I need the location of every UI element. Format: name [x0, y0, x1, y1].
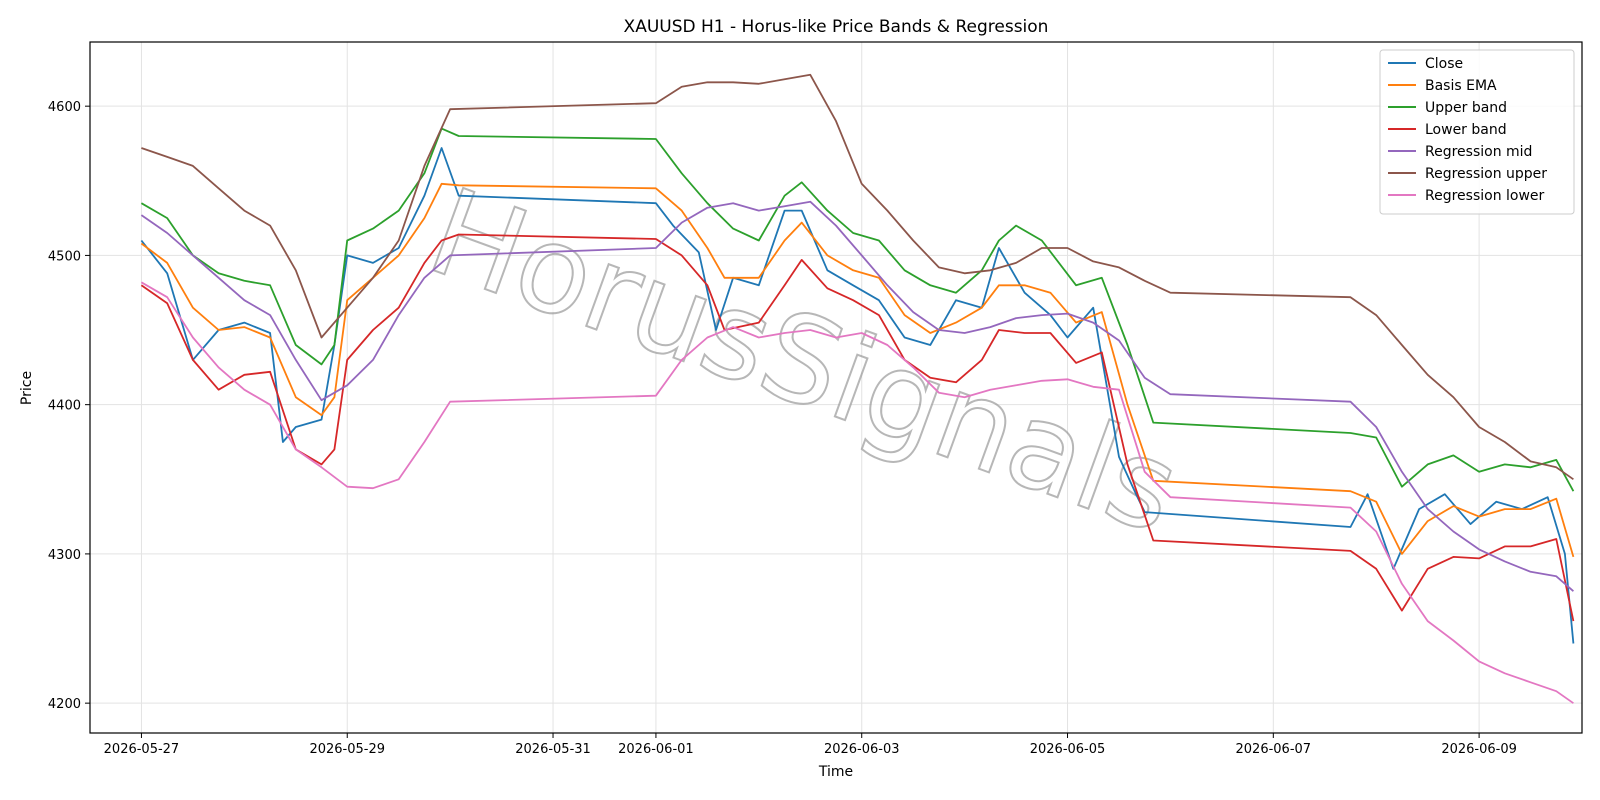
x-tick-label: 2026-05-29	[309, 742, 385, 757]
x-axis-title: Time	[818, 764, 853, 780]
legend-label: Basis EMA	[1425, 78, 1497, 94]
series-line-regression-lower	[140, 281, 1574, 704]
grid-layer	[90, 42, 1582, 733]
legend-label: Close	[1425, 56, 1463, 72]
x-tick-label: 2026-06-05	[1030, 742, 1106, 757]
legend-box	[1379, 49, 1575, 215]
y-tick-label: 4500	[48, 249, 81, 264]
series-layer	[140, 73, 1575, 704]
legend-label: Regression lower	[1425, 188, 1545, 204]
series-line-basis-ema	[140, 182, 1575, 558]
series-line-lower-band	[140, 233, 1575, 622]
y-tick-label: 4300	[48, 548, 81, 563]
y-tick-label: 4200	[48, 697, 81, 712]
series-line-upper-band	[140, 127, 1575, 492]
x-tick-label: 2026-06-01	[618, 742, 694, 757]
chart-title: XAUUSD H1 - Horus-like Price Bands & Reg…	[624, 17, 1049, 37]
legend-label: Regression upper	[1425, 166, 1547, 182]
ticks-layer: 2026-05-27 2026-05-29 2026-05-31 2026-06-01…	[48, 100, 1517, 757]
plot-frame	[89, 41, 1583, 734]
y-axis-title: Price	[19, 371, 35, 405]
series-line-regression-upper	[141, 73, 1574, 481]
legend-label: Upper band	[1425, 100, 1507, 116]
x-tick-label: 2026-05-27	[104, 742, 180, 757]
x-tick-label: 2026-06-03	[824, 742, 900, 757]
x-tick-label: 2026-05-31	[515, 742, 591, 757]
legend-label: Lower band	[1425, 122, 1507, 138]
x-tick-label: 2026-06-09	[1441, 742, 1517, 757]
y-tick-label: 4400	[48, 399, 81, 414]
legend-label: Regression mid	[1425, 144, 1532, 160]
series-line-regression-mid	[140, 200, 1574, 592]
legend: Close Basis EMA Upper band Lower band Regres…	[1379, 49, 1575, 215]
y-tick-label: 4600	[48, 100, 81, 115]
x-tick-label: 2026-06-07	[1236, 742, 1312, 757]
